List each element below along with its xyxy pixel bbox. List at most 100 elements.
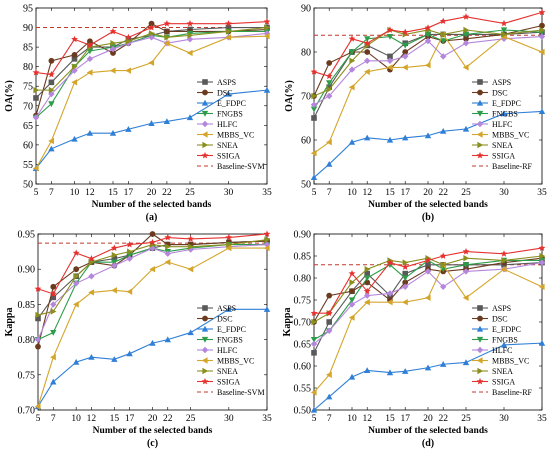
data-point-snea <box>539 26 546 34</box>
x-tick-label: 30 <box>499 188 509 198</box>
x-tick-label: 7 <box>327 188 332 198</box>
data-point-fngbs <box>111 259 118 266</box>
legend-label: FNGBS <box>217 110 243 119</box>
data-point-mbbs_vc <box>462 64 469 71</box>
data-point-hlfc <box>348 301 356 308</box>
data-point-e_fdpc <box>424 132 432 139</box>
data-point-ssiga <box>386 26 394 33</box>
legend-label: MBBS_VC <box>217 357 254 366</box>
legend-label: ASPS <box>217 304 236 313</box>
data-point-e_fdpc <box>462 125 470 132</box>
legend-marker <box>202 305 208 311</box>
data-point-mbbs_vc <box>163 40 170 47</box>
data-point-hlfc <box>386 290 394 297</box>
data-point-e_fdpc <box>402 368 409 374</box>
y-tick-label: 50 <box>301 180 311 191</box>
data-point-dsc <box>539 22 545 29</box>
data-point-dsc <box>402 49 409 55</box>
data-point-dsc <box>71 52 78 58</box>
y-tick-label: 0.75 <box>18 370 36 381</box>
data-point-e_fdpc <box>500 110 508 117</box>
x-tick-label: 7 <box>49 188 54 198</box>
data-point-snea <box>111 251 118 259</box>
data-point-hlfc <box>50 301 57 308</box>
data-point-e_fdpc <box>71 135 78 142</box>
legend-marker <box>476 131 483 138</box>
data-point-mbbs_vc <box>186 49 193 57</box>
data-point-hlfc <box>164 250 171 257</box>
data-point-mbbs_vc <box>148 59 155 66</box>
data-point-hlfc <box>440 283 447 290</box>
y-tick-label: 0.75 <box>294 296 312 307</box>
data-point-hlfc <box>48 90 55 98</box>
data-point-snea <box>349 279 356 286</box>
y-tick-label: 70 <box>23 101 33 112</box>
legend-label: ASPS <box>217 78 236 87</box>
data-point-hlfc <box>424 268 432 275</box>
legend-label: HLFC <box>217 120 237 129</box>
data-point-mbbs_vc <box>125 67 131 74</box>
data-point-dsc <box>48 57 55 64</box>
data-point-fngbs <box>364 36 371 42</box>
y-axis-label: OA(%) <box>4 80 15 112</box>
data-point-snea <box>326 86 333 93</box>
x-tick-label: 15 <box>385 188 395 198</box>
x-tick-label: 25 <box>461 188 471 198</box>
legend-label: E_FDPC <box>492 99 521 108</box>
y-tick-label: 0.80 <box>294 274 312 285</box>
data-point-asps <box>387 53 393 60</box>
series-line-hlfc <box>313 36 543 106</box>
data-point-e_fdpc <box>163 118 171 125</box>
x-axis-label: Number of the selected bands <box>368 426 488 436</box>
y-tick-label: 0.70 <box>18 406 36 417</box>
legend-label: Baseline-RF <box>492 162 533 171</box>
data-point-snea <box>148 30 155 37</box>
legend-label: SNEA <box>217 141 238 150</box>
x-tick-label: 5 <box>312 188 317 198</box>
data-point-hlfc <box>32 114 40 121</box>
data-point-snea <box>226 241 233 248</box>
legend-marker <box>202 367 209 375</box>
data-point-ssiga <box>49 290 57 297</box>
x-tick-label: 30 <box>224 414 234 424</box>
x-tick-label: 17 <box>400 188 410 198</box>
data-point-ssiga <box>186 20 194 27</box>
data-point-mbbs_vc <box>348 314 355 321</box>
data-point-hlfc <box>148 34 155 41</box>
legend-marker <box>201 336 209 343</box>
data-point-dsc <box>50 283 57 290</box>
x-tick-label: 30 <box>499 414 509 424</box>
data-point-hlfc <box>500 35 508 42</box>
x-tick-label: 12 <box>362 414 372 424</box>
data-point-fngbs <box>500 27 508 34</box>
legend-marker <box>476 120 484 128</box>
data-point-hlfc <box>462 40 470 47</box>
legend-label: MBBS_VC <box>492 357 529 366</box>
data-point-hlfc <box>86 55 94 63</box>
data-point-hlfc <box>186 36 194 43</box>
legend-label: SSIGA <box>492 378 515 387</box>
data-point-asps <box>326 84 332 90</box>
data-point-mbbs_vc <box>71 79 78 86</box>
legend-label: DSC <box>492 89 508 98</box>
data-point-e_fdpc <box>386 136 394 143</box>
data-point-hlfc <box>126 255 133 262</box>
data-point-e_fdpc <box>402 134 409 141</box>
panel-caption: (c) <box>147 438 158 449</box>
data-point-ssiga <box>72 249 80 256</box>
data-point-ssiga <box>462 13 470 20</box>
data-point-hlfc <box>326 327 333 334</box>
legend-marker <box>476 377 484 385</box>
data-point-ssiga <box>363 287 371 295</box>
data-point-hlfc <box>440 53 447 60</box>
y-tick-label: 0.90 <box>18 265 36 276</box>
legend-label: ASPS <box>492 304 511 313</box>
data-point-dsc <box>73 266 80 273</box>
data-point-dsc <box>402 279 409 286</box>
y-axis-label: Kappa <box>4 308 15 337</box>
y-tick-label: 0.65 <box>294 340 312 351</box>
data-point-fngbs <box>326 80 333 86</box>
data-point-fngbs <box>310 337 318 343</box>
legend-marker <box>201 120 209 128</box>
y-tick-label: 80 <box>301 48 311 59</box>
